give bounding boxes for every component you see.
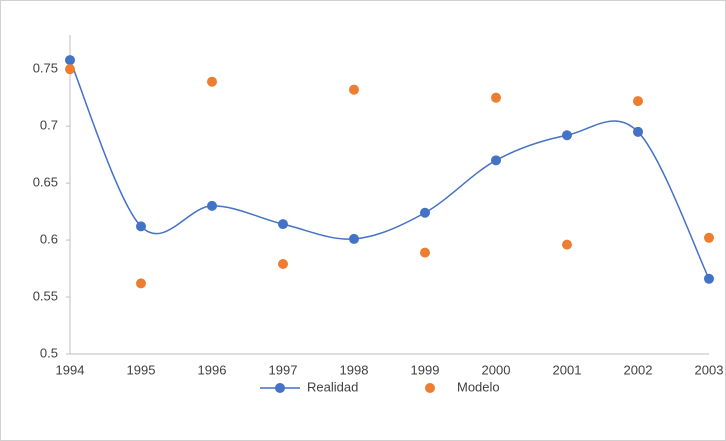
data-point	[633, 96, 643, 107]
data-point	[420, 207, 430, 218]
data-point	[491, 92, 501, 103]
legend-marker	[425, 383, 435, 393]
data-point	[349, 84, 359, 95]
y-tick-label: 0.55	[33, 288, 58, 303]
legend-marker	[275, 383, 285, 393]
data-point	[278, 258, 288, 269]
data-point	[562, 239, 572, 250]
y-tick-label: 0.65	[33, 175, 58, 190]
y-tick-label: 0.75	[33, 61, 58, 76]
x-tick-label: 1998	[340, 362, 369, 377]
data-point	[136, 278, 146, 289]
x-tick-label: 2000	[482, 362, 511, 377]
series-line	[69, 59, 710, 280]
legend-label: Realidad	[307, 379, 358, 394]
data-point	[65, 64, 75, 75]
x-tick-label: 2003	[695, 362, 724, 377]
data-point	[136, 221, 146, 232]
data-point	[633, 126, 643, 137]
x-tick-label: 1999	[411, 362, 440, 377]
data-point	[420, 247, 430, 258]
data-point	[704, 273, 714, 284]
data-point	[207, 76, 217, 87]
data-point	[278, 219, 288, 230]
data-point	[491, 155, 501, 166]
data-point	[207, 200, 217, 211]
x-tick-label: 2001	[553, 362, 582, 377]
data-point	[562, 130, 572, 141]
legend-label: Modelo	[457, 379, 500, 394]
x-tick-label: 1996	[198, 362, 227, 377]
data-point	[704, 232, 714, 243]
x-tick-label: 1994	[56, 362, 85, 377]
x-tick-label: 1997	[269, 362, 298, 377]
data-point	[65, 55, 75, 66]
x-tick-label: 2002	[624, 362, 653, 377]
y-tick-label: 0.5	[40, 345, 58, 360]
data-point	[349, 233, 359, 244]
x-tick-label: 1995	[127, 362, 156, 377]
y-tick-label: 0.6	[40, 232, 58, 247]
y-tick-label: 0.7	[40, 118, 58, 133]
